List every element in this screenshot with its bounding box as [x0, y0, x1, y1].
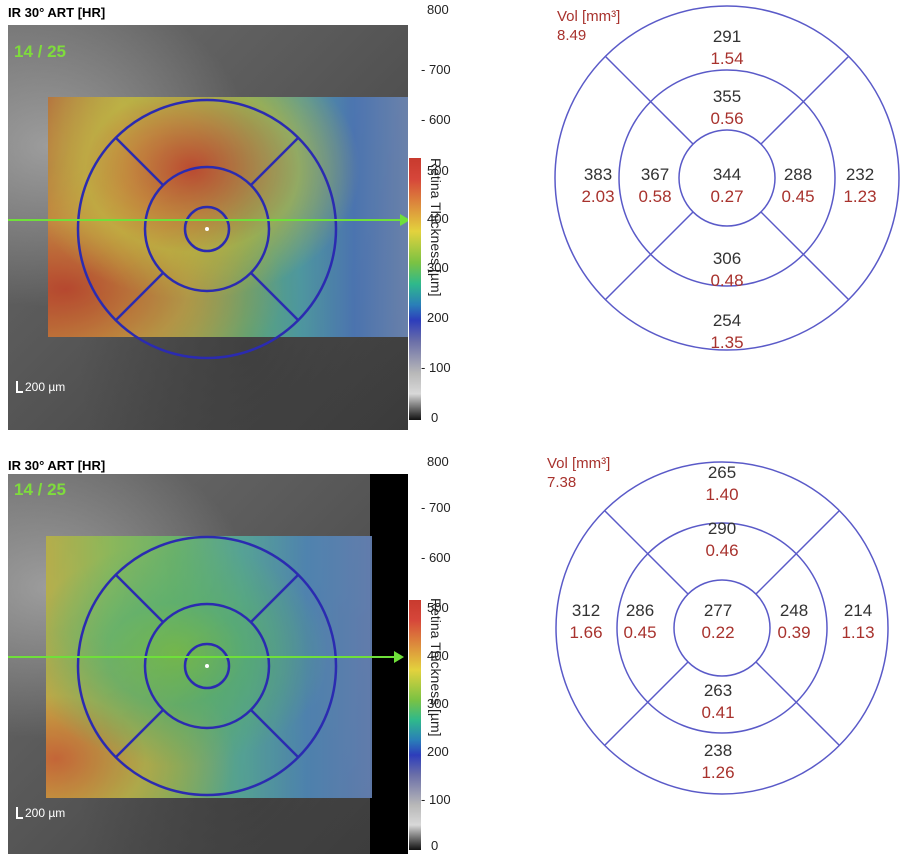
sector-center: 344 0.27	[710, 165, 744, 206]
oct-panel-bottom: IR 30° ART [HR] 14 / 25 200 µm 800 - 700…	[0, 428, 905, 856]
volume-total: 8.49	[557, 27, 587, 44]
colorbar-tick: 300	[427, 696, 449, 711]
volume-label: Vol [mm³]	[557, 8, 621, 25]
colorbar-tick: - 700	[421, 62, 451, 77]
colorbar-axis-label: Retina Thickness [µm]	[428, 158, 444, 297]
colorbar-tick: 200	[427, 744, 449, 759]
colorbar-tick: 500	[427, 163, 449, 178]
sector-outer-right: 214 1.13	[841, 601, 875, 642]
sector-outer-left: 383 2.03	[581, 165, 615, 206]
sector-outer-inferior: 254 1.35	[710, 311, 744, 352]
fovea-dot	[205, 664, 209, 668]
etdrs-map-grid	[555, 461, 889, 795]
scale-bar-icon	[16, 381, 23, 393]
scale-bar: 200 µm	[16, 380, 65, 394]
inner-ring	[183, 642, 231, 690]
fovea-dot	[205, 227, 209, 231]
sector-inner-left: 286 0.45	[623, 601, 657, 642]
etdrs-thickness-map	[555, 458, 895, 803]
scale-bar-icon	[16, 807, 23, 819]
sector-outer-superior: 265 1.40	[705, 463, 739, 504]
etdrs-grid-overlay	[8, 98, 408, 360]
etdrs-grid-overlay	[8, 535, 404, 797]
scale-bar-label: 200 µm	[25, 806, 66, 820]
sector-outer-left: 312 1.66	[569, 601, 603, 642]
scan-label: IR 30° ART [HR]	[8, 458, 106, 473]
sector-outer-right: 232 1.23	[843, 165, 877, 206]
colorbar-tick: 500	[427, 600, 449, 615]
frame-count: 14 / 25	[14, 42, 66, 61]
colorbar-tick: 200	[427, 310, 449, 325]
thickness-heatmap	[46, 536, 372, 798]
colorbar-tick: 0	[431, 410, 439, 425]
colorbar-tick: 300	[427, 260, 449, 275]
sector-inner-left: 367 0.58	[638, 165, 672, 206]
outer-ring	[76, 535, 338, 797]
colorbar-tick: - 600	[421, 550, 451, 565]
etdrs-thickness-map	[551, 2, 903, 359]
image-edge	[370, 474, 408, 854]
colorbar-tick: - 700	[421, 500, 451, 515]
colorbar-tick: 800	[427, 2, 449, 17]
colorbar-tick: 400	[427, 648, 449, 663]
sector-inner-superior: 290 0.46	[705, 519, 739, 560]
colorbar	[409, 158, 421, 420]
sector-inner-right: 248 0.39	[777, 601, 811, 642]
sector-inner-superior: 355 0.56	[710, 87, 744, 128]
colorbar	[409, 600, 421, 850]
colorbar-tick: - 100	[421, 360, 451, 375]
fundus-image	[8, 474, 408, 854]
sector-inner-inferior: 306 0.48	[710, 249, 744, 290]
colorbar-tick: 400	[427, 211, 449, 226]
sector-inner-inferior: 263 0.41	[701, 681, 735, 722]
fundus-image	[8, 25, 408, 430]
thickness-heatmap	[48, 97, 408, 337]
volume-label: Vol [mm³]	[547, 455, 611, 472]
volume-total: 7.38	[547, 474, 577, 491]
scan-label: IR 30° ART [HR]	[8, 5, 106, 20]
scan-arrow-icon	[394, 651, 404, 663]
frame-count: 14 / 25	[14, 480, 66, 499]
middle-ring	[143, 602, 271, 730]
colorbar-axis-label: Retina Thickness [µm]	[428, 598, 444, 737]
scale-bar: 200 µm	[16, 806, 65, 820]
oct-panel-top: IR 30° ART [HR] 14 / 25 200 µm 800 - 700…	[8, 2, 903, 430]
sector-outer-superior: 291 1.54	[710, 27, 744, 68]
inner-ring	[183, 205, 231, 253]
scan-arrow-icon	[400, 214, 408, 226]
colorbar-tick: - 600	[421, 112, 451, 127]
colorbar-tick: 0	[431, 838, 439, 853]
middle-ring	[143, 165, 271, 293]
sector-inner-right: 288 0.45	[781, 165, 815, 206]
colorbar-tick: - 100	[421, 792, 451, 807]
sector-center: 277 0.22	[701, 601, 735, 642]
scale-bar-label: 200 µm	[25, 380, 66, 394]
outer-ring	[76, 98, 338, 360]
etdrs-map-grid	[554, 5, 900, 351]
sector-outer-inferior: 238 1.26	[701, 741, 735, 782]
colorbar-tick: 800	[427, 454, 449, 469]
